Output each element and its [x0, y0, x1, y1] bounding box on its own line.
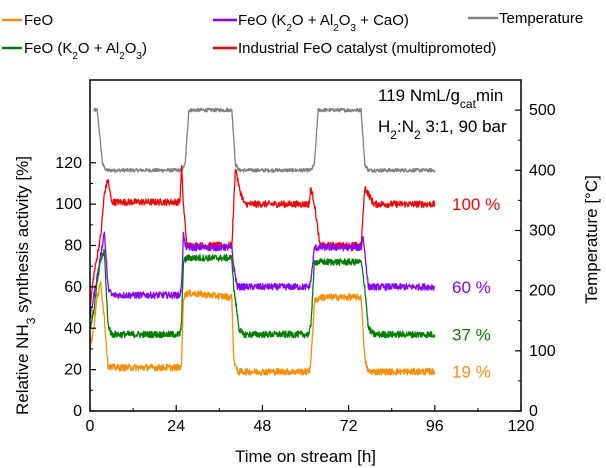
end-value-label: 60 % [452, 278, 491, 297]
end-value-label: 19 % [452, 363, 491, 382]
annotations: 119 NmL/gcatmin H2:N2 3:1, 90 bar 100 % 60 … [378, 86, 507, 382]
series-line [92, 107, 436, 173]
y-left-tick-label: 80 [64, 238, 82, 255]
y-right-tick-label: 500 [529, 102, 556, 119]
legend-entry: FeO [24, 12, 53, 29]
plot-series [89, 107, 436, 376]
x-tick-label: 0 [86, 418, 95, 435]
y-right-tick-label: 100 [529, 343, 556, 360]
end-value-label: 100 % [452, 195, 500, 214]
legend-entry: Temperature [499, 10, 583, 27]
y-right-tick-label: 0 [529, 403, 538, 420]
y-left-tick-label: 100 [55, 196, 82, 213]
y-left-tick-label: 60 [64, 279, 82, 296]
y-left-tick-label: 0 [73, 403, 82, 420]
y-left-axis-label: Relative NH3 synthesis activity [%] [13, 156, 38, 415]
series-line [89, 165, 436, 310]
legend-entry: FeO (K2O + Al2O3) [24, 40, 147, 62]
x-axis-label: Time on stream [h] [235, 447, 376, 466]
y-right-tick-label: 200 [529, 283, 556, 300]
x-tick-label: 96 [426, 418, 444, 435]
condition-annotation: 119 NmL/gcatmin [378, 86, 503, 111]
legend: FeO FeO (K2O + Al2O3 + CaO) Temperature FeO… [2, 10, 583, 62]
y-left-tick-label: 20 [64, 362, 82, 379]
series-line [89, 281, 436, 376]
y-left-tick-label: 120 [55, 155, 82, 172]
legend-entry: FeO (K2O + Al2O3 + CaO) [238, 12, 409, 34]
series-line [89, 231, 436, 319]
y-right-tick-label: 400 [529, 162, 556, 179]
legend-entry: Industrial FeO catalyst (multipromoted) [238, 40, 496, 57]
y-right-tick-label: 300 [529, 222, 556, 239]
condition-annotation: H2:N2 3:1, 90 bar [378, 117, 507, 142]
x-tick-label: 120 [508, 418, 535, 435]
axes: 0 24 48 72 96 1200204060801001200100200300400… [13, 102, 601, 466]
x-tick-label: 72 [340, 418, 358, 435]
y-left-tick-label: 40 [64, 320, 82, 337]
x-tick-label: 24 [167, 418, 185, 435]
end-value-label: 37 % [452, 325, 491, 344]
y-right-axis-label: Temperature [°C] [582, 175, 601, 304]
series-line [89, 248, 436, 339]
x-tick-label: 48 [254, 418, 272, 435]
